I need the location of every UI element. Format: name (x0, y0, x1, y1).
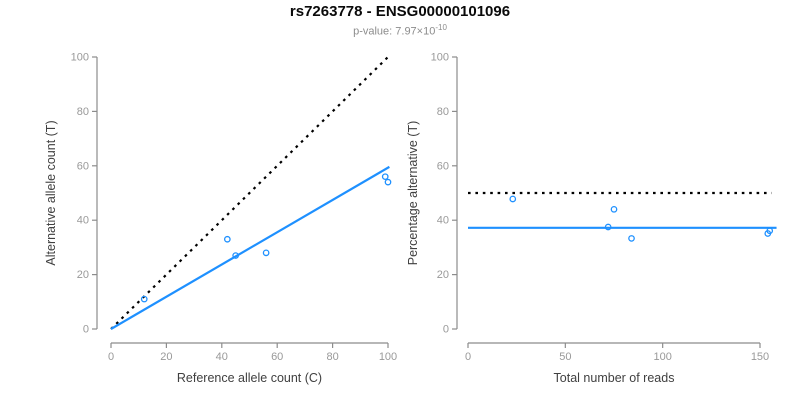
data-point (509, 195, 517, 203)
y-axis-title: Percentage alternative (T) (406, 121, 420, 266)
y-tick-label: 80 (77, 106, 89, 118)
plot-title: rs7263778 - ENSG00000101096 (289, 3, 511, 20)
y-tick-label: 0 (443, 324, 449, 336)
data-point (232, 252, 239, 259)
y-tick-label: 20 (77, 269, 89, 281)
x-axis-title: Total number of reads (554, 371, 675, 385)
x-tick-label: 0 (108, 351, 114, 363)
x-tick-label: 40 (216, 351, 228, 363)
x-axis-title: Reference allele count (C) (177, 371, 322, 385)
identity-line (110, 56, 389, 330)
y-tick-label: 60 (437, 160, 449, 172)
y-tick-label: 80 (437, 106, 449, 118)
data-point (604, 223, 612, 231)
x-tick-label: 0 (465, 351, 471, 363)
x-tick-label: 20 (160, 351, 172, 363)
y-tick-label: 40 (437, 215, 449, 227)
data-point (140, 295, 148, 303)
data-point (628, 235, 635, 242)
percentage-alternative-plot: 0 20 40 60 80 100 0 50 100 150 Total number of rea… (406, 52, 777, 385)
y-tick-label: 60 (77, 160, 89, 172)
y-tick-label: 0 (83, 324, 89, 336)
data-point (223, 235, 231, 243)
y-tick-label: 100 (71, 52, 89, 64)
y-axis-title: Alternative allele count (T) (44, 120, 58, 265)
pvalue-exponent: -10 (435, 23, 447, 32)
x-tick-label: 100 (653, 351, 671, 363)
data-point (766, 227, 774, 235)
y-tick-label: 40 (77, 215, 89, 227)
plot-subtitle: p-value: 7.97×10-10 (0, 23, 800, 38)
y-tick-label: 20 (437, 269, 449, 281)
data-point (262, 249, 270, 257)
x-tick-label: 150 (751, 351, 769, 363)
x-tick-label: 80 (326, 351, 338, 363)
x-tick-label: 50 (559, 351, 571, 363)
x-tick-label: 60 (271, 351, 283, 363)
fit-line (110, 165, 390, 330)
allele-counts-plot: 0 20 40 60 80 100 0 20 40 60 80 100 Reference allele… (44, 52, 397, 386)
data-point (384, 178, 392, 186)
y-tick-label: 100 (431, 52, 449, 64)
x-tick-label: 100 (379, 351, 397, 363)
data-point (610, 205, 618, 213)
data-point (381, 173, 389, 181)
pvalue-text: p-value: 7.97×10 (353, 25, 436, 38)
